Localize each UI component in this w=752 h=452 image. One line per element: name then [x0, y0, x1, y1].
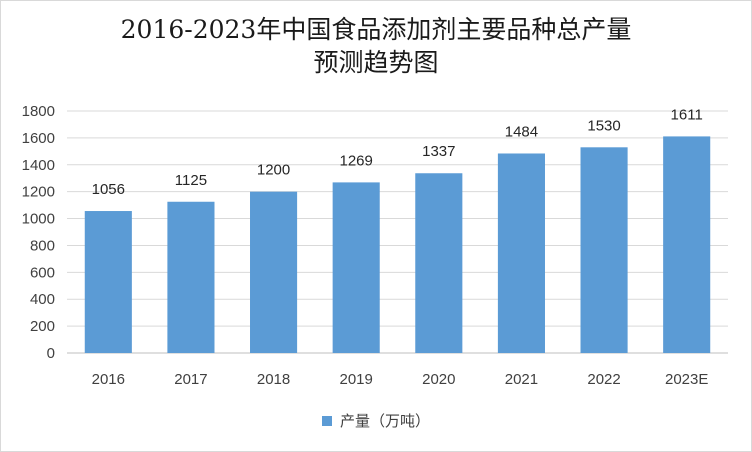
x-axis-ticks: 2016 2017 2018 2019 2020 2021 2022 2023E [92, 371, 709, 388]
data-label: 1530 [587, 117, 620, 134]
data-label: 1056 [92, 181, 125, 198]
y-tick-label: 200 [30, 318, 55, 335]
bar [415, 173, 463, 353]
x-tick-label: 2016 [92, 371, 125, 388]
y-tick-label: 1800 [22, 103, 55, 120]
x-tick-label: 2020 [422, 371, 455, 388]
legend-label: 产量（万吨） [339, 413, 430, 430]
legend-swatch [321, 415, 332, 426]
y-axis-ticks: 0 200 400 600 800 1000 1200 1400 1600 1800 [22, 103, 55, 362]
x-tick-label: 2021 [505, 371, 538, 388]
x-tick-label: 2017 [174, 371, 207, 388]
data-label: 1337 [422, 143, 455, 160]
x-tick-label: 2019 [340, 371, 373, 388]
y-tick-label: 1400 [22, 157, 55, 174]
data-label: 1611 [671, 106, 703, 123]
bar [167, 201, 215, 353]
y-tick-label: 600 [30, 264, 55, 281]
legend: 产量（万吨） [1, 410, 751, 431]
y-tick-label: 0 [47, 345, 55, 362]
y-tick-label: 400 [30, 291, 55, 308]
chart-title-line-1: 2016-2023年中国食品添加剂主要品种总产量 [120, 15, 632, 44]
bar [332, 182, 380, 353]
y-tick-label: 1000 [22, 211, 55, 228]
data-label: 1484 [505, 123, 538, 140]
bar [663, 136, 711, 353]
data-labels: 1056 1125 1200 1269 1337 1484 1530 1611 [92, 106, 703, 198]
gridlines [67, 110, 728, 354]
x-tick-label: 2018 [257, 371, 290, 388]
bar [580, 147, 628, 353]
y-tick-label: 1200 [22, 184, 55, 201]
x-tick-label: 2022 [587, 371, 620, 388]
y-tick-label: 800 [30, 237, 55, 254]
bars [84, 136, 711, 353]
data-label: 1125 [175, 172, 207, 189]
y-tick-label: 1600 [22, 130, 55, 147]
bar [497, 153, 545, 353]
data-label: 1200 [257, 162, 290, 179]
chart-title-line-2: 预测趋势图 [313, 48, 439, 77]
bar [84, 211, 132, 353]
bar [250, 191, 298, 353]
data-label: 1269 [340, 152, 373, 169]
x-tick-label: 2023E [665, 371, 708, 388]
